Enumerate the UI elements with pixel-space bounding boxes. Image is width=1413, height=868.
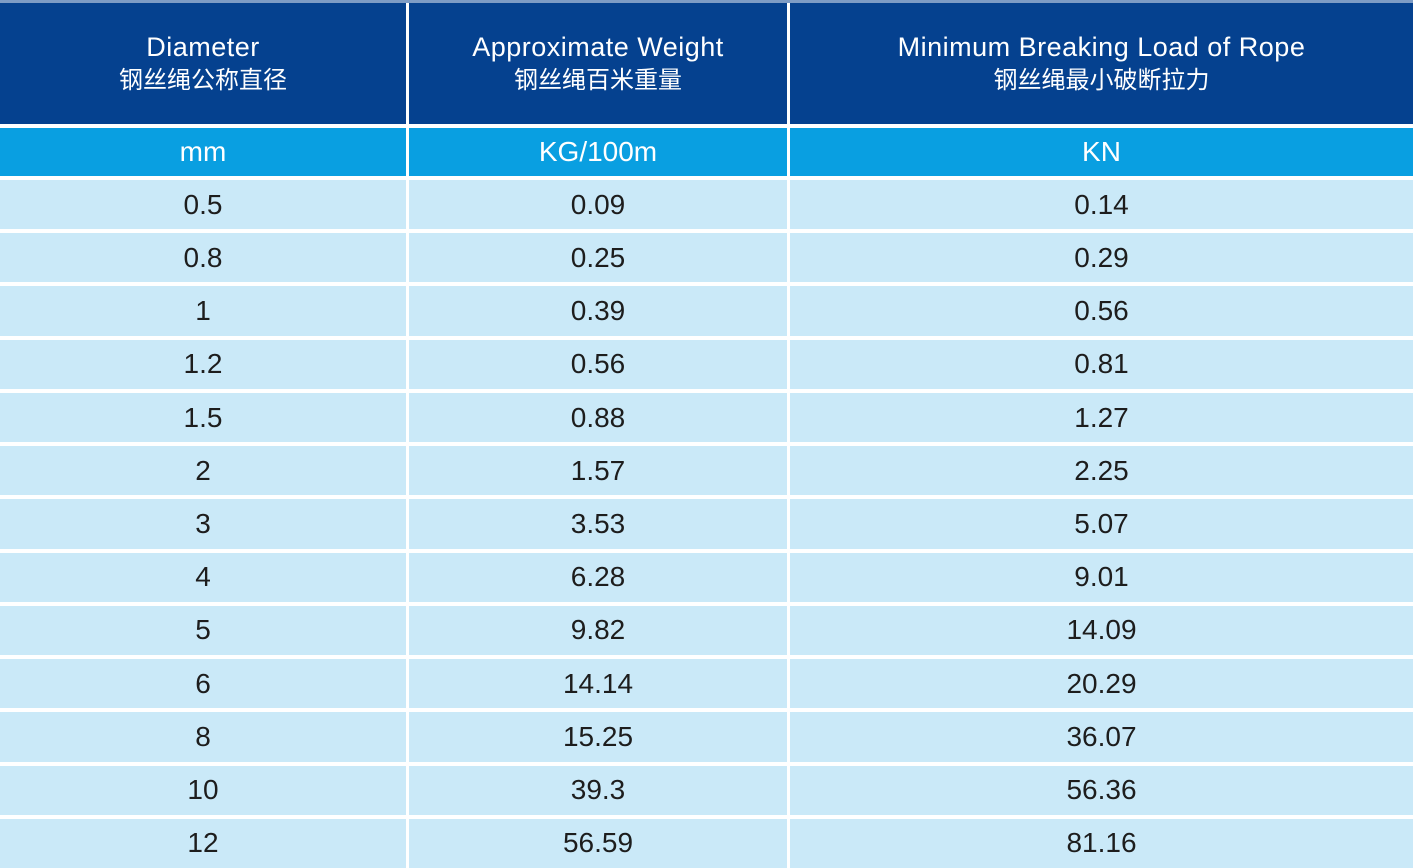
table-cell: 14.09	[790, 605, 1413, 656]
table-row: 0.8 0.25 0.29	[0, 233, 1413, 283]
table-cell: 3	[0, 499, 406, 549]
table-cell: 0.39	[409, 286, 787, 336]
table-row: 5 9.82 14.09	[0, 605, 1413, 656]
table-row: 1 0.39 0.56	[0, 286, 1413, 336]
table-cell: 1.2	[0, 339, 406, 389]
header-title-zh: 钢丝绳最小破断拉力	[993, 66, 1210, 94]
table-row: 8 15.25 36.07	[0, 712, 1413, 762]
table-cell: 5	[0, 605, 406, 656]
table-cell: 39.3	[409, 765, 787, 815]
table-row: 0.5 0.09 0.14	[0, 180, 1413, 230]
table-header-row: Diameter 钢丝绳公称直径 Approximate Weight 钢丝绳百…	[0, 3, 1413, 124]
table-cell: 6.28	[409, 552, 787, 602]
table-cell: 56.59	[409, 818, 787, 868]
table-cell: 36.07	[790, 712, 1413, 762]
table-units-row: mm KG/100m KN	[0, 128, 1413, 176]
table-row: 1.5 0.88 1.27	[0, 392, 1413, 443]
header-title-zh: 钢丝绳百米重量	[514, 66, 682, 94]
table-cell: 2.25	[790, 446, 1413, 496]
table-row: 3 3.53 5.07	[0, 499, 1413, 549]
unit-cell-mm: mm	[0, 128, 406, 176]
header-title-en: Diameter	[146, 31, 260, 62]
table-cell: 3.53	[409, 499, 787, 549]
table-cell: 20.29	[790, 659, 1413, 709]
table-cell: 0.25	[409, 233, 787, 283]
table-row: 10 39.3 56.36	[0, 765, 1413, 815]
header-title-en: Minimum Breaking Load of Rope	[897, 31, 1306, 62]
header-cell-breaking-load: Minimum Breaking Load of Rope 钢丝绳最小破断拉力	[790, 3, 1413, 124]
table-cell: 1.57	[409, 446, 787, 496]
table-cell: 8	[0, 712, 406, 762]
table-cell: 12	[0, 818, 406, 868]
table-cell: 6	[0, 659, 406, 709]
table-row: 2 1.57 2.25	[0, 446, 1413, 496]
table-cell: 0.5	[0, 180, 406, 230]
table-cell: 0.09	[409, 180, 787, 230]
table-cell: 0.14	[790, 180, 1413, 230]
table-cell: 14.14	[409, 659, 787, 709]
table-cell: 0.56	[790, 286, 1413, 336]
table-cell: 15.25	[409, 712, 787, 762]
header-cell-diameter: Diameter 钢丝绳公称直径	[0, 3, 406, 124]
table-cell: 5.07	[790, 499, 1413, 549]
table-cell: 9.82	[409, 605, 787, 656]
table-cell: 2	[0, 446, 406, 496]
table-cell: 0.29	[790, 233, 1413, 283]
table-cell: 0.8	[0, 233, 406, 283]
table-row: 1.2 0.56 0.81	[0, 339, 1413, 389]
table-cell: 10	[0, 765, 406, 815]
table-cell: 4	[0, 552, 406, 602]
table-cell: 9.01	[790, 552, 1413, 602]
table-cell: 0.56	[409, 339, 787, 389]
table-cell: 56.36	[790, 765, 1413, 815]
table-cell: 81.16	[790, 818, 1413, 868]
table-row: 6 14.14 20.29	[0, 659, 1413, 709]
header-cell-weight: Approximate Weight 钢丝绳百米重量	[409, 3, 787, 124]
table-cell: 1	[0, 286, 406, 336]
unit-cell-kg-per-100m: KG/100m	[409, 128, 787, 176]
unit-cell-kn: KN	[790, 128, 1413, 176]
table-cell: 0.88	[409, 392, 787, 443]
table-row: 4 6.28 9.01	[0, 552, 1413, 602]
table-cell: 1.5	[0, 392, 406, 443]
header-title-en: Approximate Weight	[472, 31, 724, 62]
table-cell: 0.81	[790, 339, 1413, 389]
table-row: 12 56.59 81.16	[0, 818, 1413, 868]
header-title-zh: 钢丝绳公称直径	[119, 66, 287, 94]
table-cell: 1.27	[790, 392, 1413, 443]
